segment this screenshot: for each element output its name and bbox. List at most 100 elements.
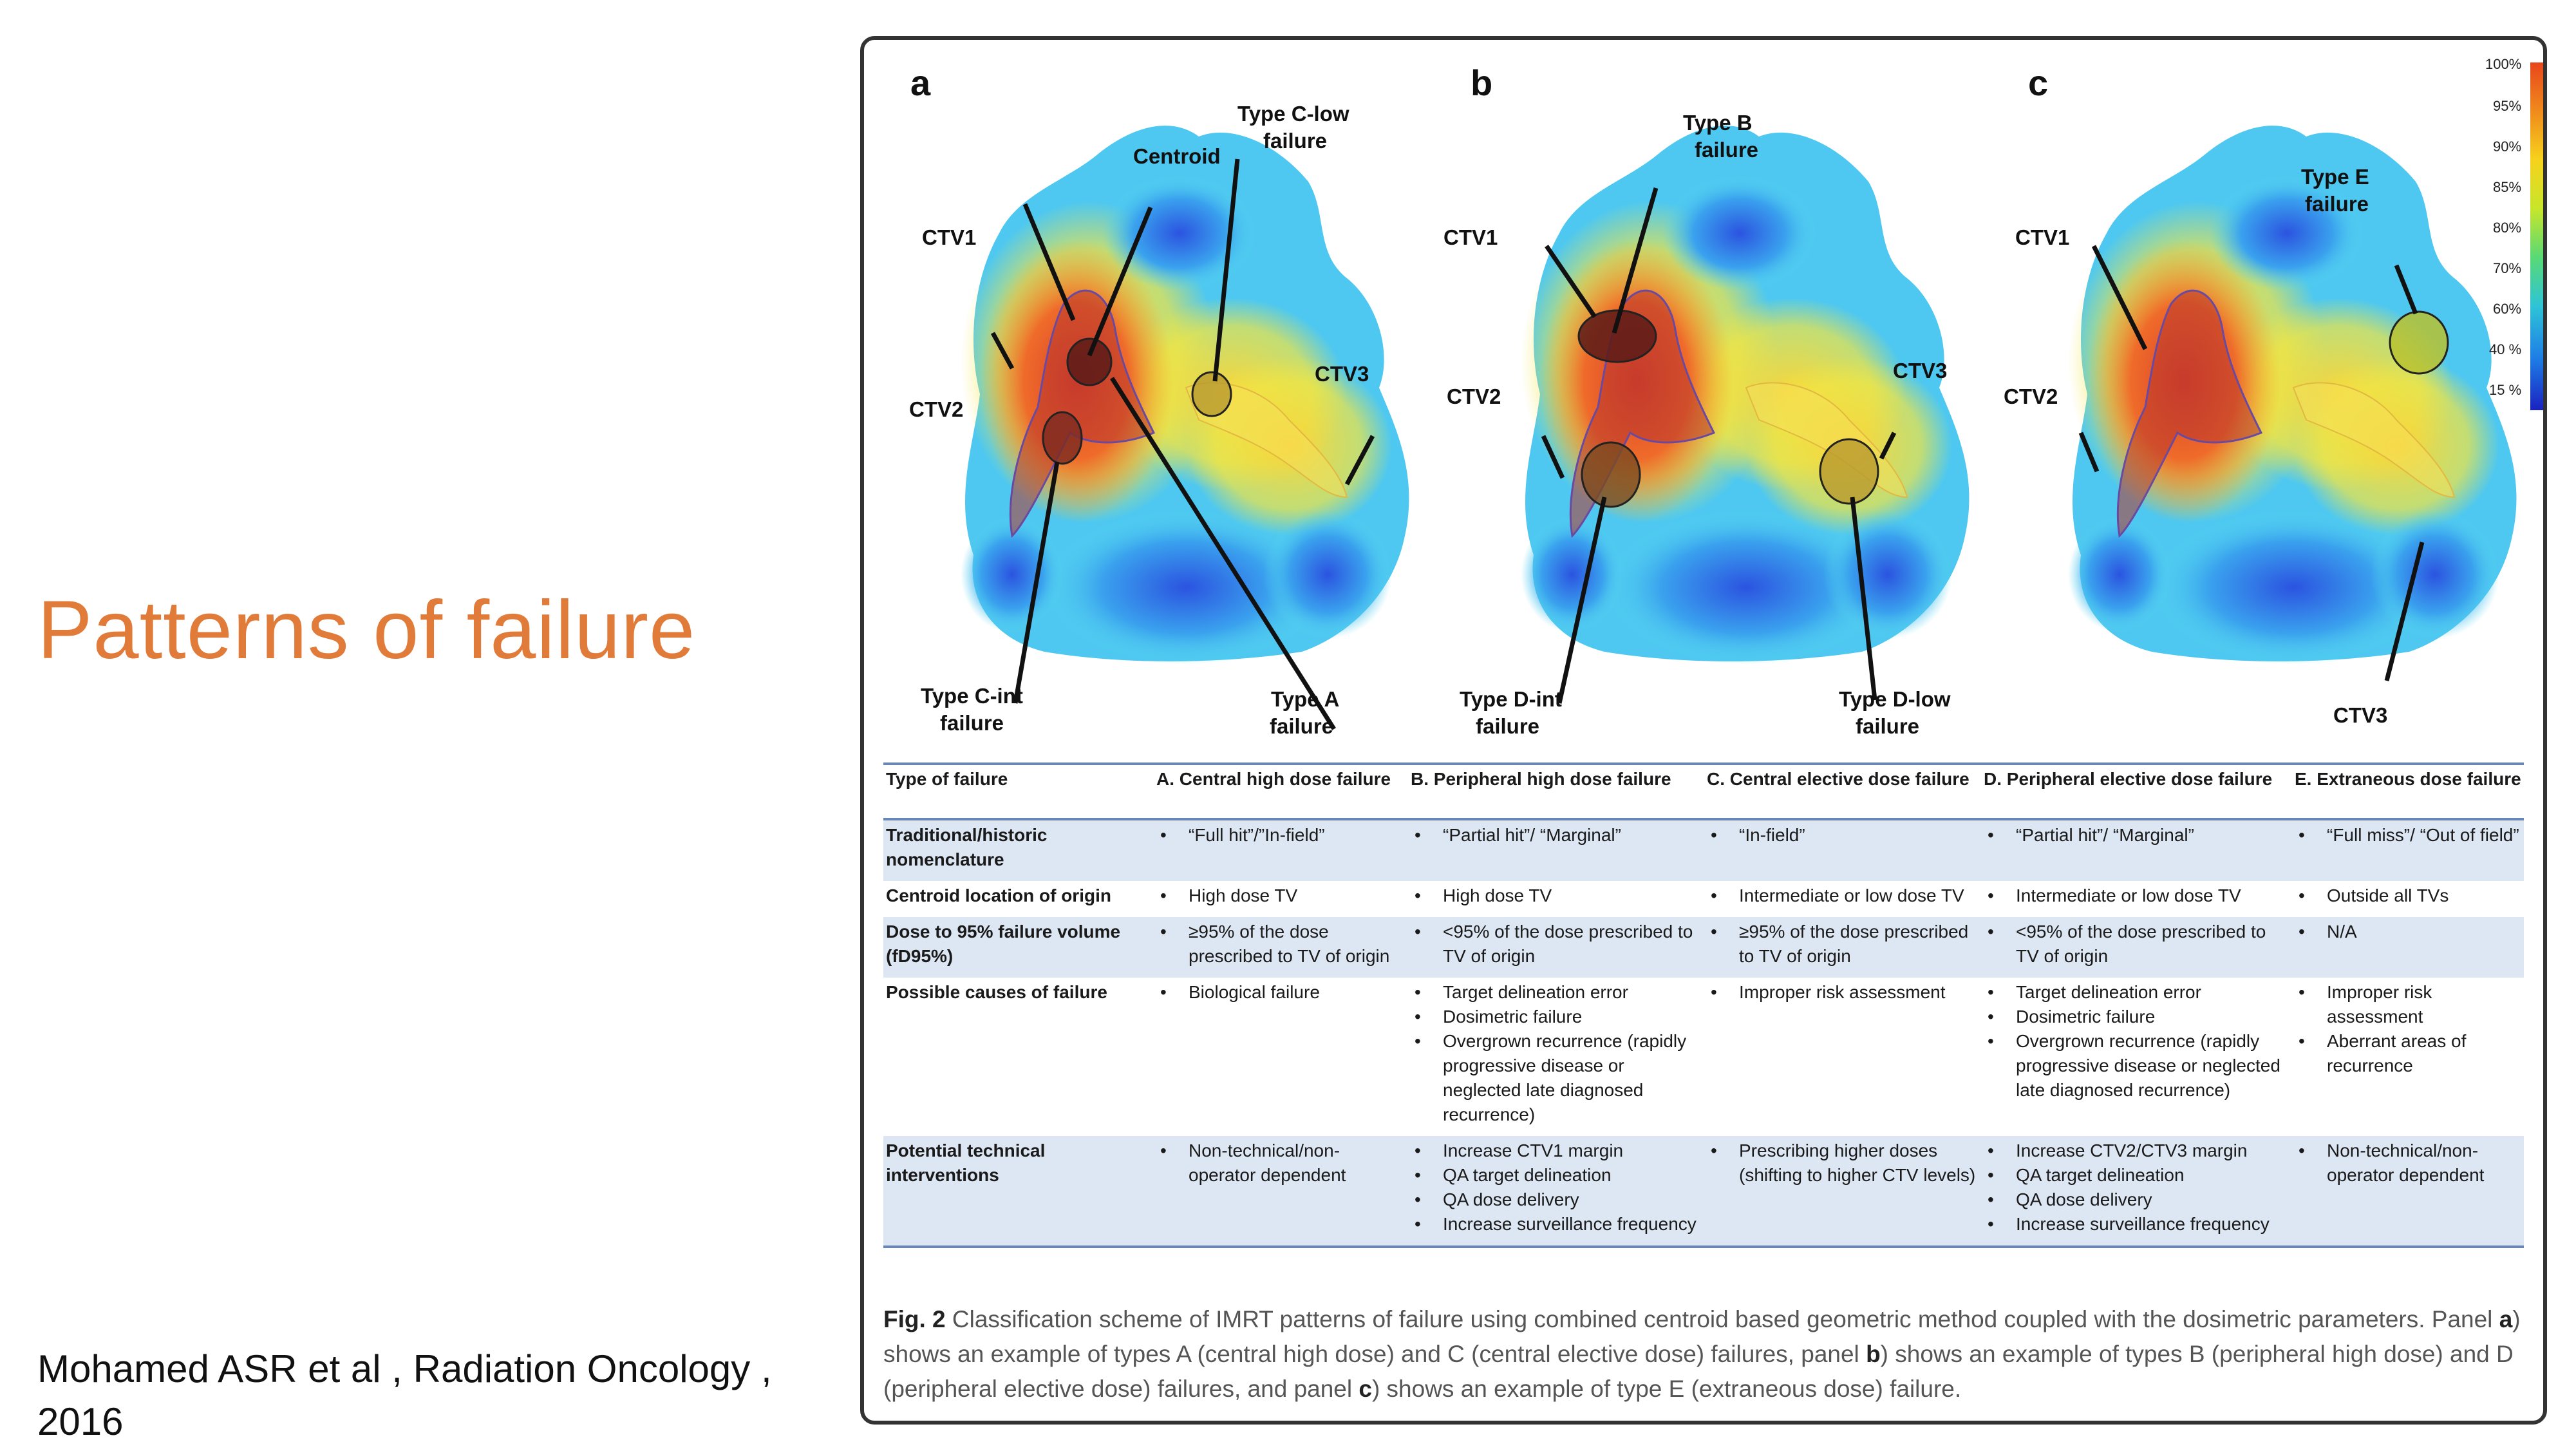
bullet-list: High dose TV [1156, 884, 1406, 908]
bullet-item: Aberrant areas of recurrence [2299, 1029, 2521, 1078]
label-ctv1-c: CTV1 [2015, 225, 2069, 249]
table-cell: Improper risk assessment [1704, 978, 1981, 1136]
table-cell: “Full miss”/ “Out of field” [2292, 819, 2524, 881]
bullet-item: ≥95% of the dose prescribed to TV of ori… [1160, 920, 1406, 969]
bullet-item: Prescribing higher doses (shifting to hi… [1711, 1139, 1979, 1188]
panel-b-letter: b [1471, 62, 1492, 103]
label-type-d-int-1: Type D-int [1460, 687, 1562, 711]
label-type-e-2: failure [2305, 192, 2369, 216]
bullet-list: Improper risk assessment [1707, 980, 1979, 1005]
table-header: E. Extraneous dose failure [2292, 762, 2524, 820]
label-type-d-low-1: Type D-low [1839, 687, 1951, 711]
table-cell: ≥95% of the dose prescribed to TV of ori… [1154, 917, 1408, 978]
figure-caption: Fig. 2 Classification scheme of IMRT pat… [883, 1302, 2524, 1406]
table-cell: Outside all TVs [2292, 881, 2524, 917]
bullet-item: “Partial hit”/ “Marginal” [1988, 823, 2289, 848]
label-ctv2-a: CTV2 [909, 397, 963, 421]
panel-a-letter: a [910, 62, 931, 103]
label-ctv1-b: CTV1 [1443, 225, 1498, 249]
colorbar-tick: 70% [2493, 260, 2521, 276]
table-cell: ≥95% of the dose prescribed to TV of ori… [1704, 917, 1981, 978]
panel-c-letter: c [2028, 62, 2048, 103]
bullet-list: Non-technical/non-operator dependent [1156, 1139, 1406, 1188]
bullet-list: ≥95% of the dose prescribed to TV of ori… [1707, 920, 1979, 969]
bullet-item: Non-technical/non-operator dependent [1160, 1139, 1406, 1188]
colorbar-tick: 40 % [2489, 341, 2521, 357]
label-type-c-int-1: Type C-int [921, 684, 1023, 708]
bullet-item: Intermediate or low dose TV [1711, 884, 1979, 908]
table-cell: Non-technical/non-operator dependent [2292, 1136, 2524, 1248]
bullet-item: High dose TV [1160, 884, 1406, 908]
bullet-item: Improper risk assessment [1711, 980, 1979, 1005]
bullet-list: “In-field” [1707, 823, 1979, 848]
bullet-item: “Full miss”/ “Out of field” [2299, 823, 2521, 848]
table-cell: <95% of the dose prescribed to TV of ori… [1408, 917, 1704, 978]
table-header: A. Central high dose failure [1154, 762, 1408, 820]
figure-frame: a Centroid Type C-low failure CTV1 CTV2 … [860, 36, 2547, 1425]
label-type-d-low-2: failure [1856, 714, 1919, 738]
bullet-list: Increase CTV2/CTV3 marginQA target delin… [1984, 1139, 2289, 1236]
table-row: Potential technical interventionsNon-tec… [883, 1136, 2524, 1248]
panel-c [2067, 124, 2517, 681]
bullet-item: N/A [2299, 920, 2521, 944]
bullet-list: N/A [2295, 920, 2521, 944]
bullet-item: Intermediate or low dose TV [1988, 884, 2289, 908]
bullet-item: <95% of the dose prescribed to TV of ori… [1415, 920, 1702, 969]
bullet-item: Increase CTV2/CTV3 margin [1988, 1139, 2289, 1163]
bullet-item: Outside all TVs [2299, 884, 2521, 908]
bullet-item: Increase surveillance frequency [1415, 1212, 1702, 1236]
bullet-item: <95% of the dose prescribed to TV of ori… [1988, 920, 2289, 969]
bullet-item: Dosimetric failure [1415, 1005, 1702, 1029]
bullet-list: “Partial hit”/ “Marginal” [1984, 823, 2289, 848]
colorbar-tick: 80% [2493, 220, 2521, 236]
bullet-list: Biological failure [1156, 980, 1406, 1005]
label-type-e-1: Type E [2301, 165, 2369, 189]
bullet-item: Increase surveillance frequency [1988, 1212, 2289, 1236]
table-cell: Biological failure [1154, 978, 1408, 1136]
colorbar-gradient [2530, 62, 2543, 410]
table-header: D. Peripheral elective dose failure [1981, 762, 2292, 820]
bullet-item: Dosimetric failure [1988, 1005, 2289, 1029]
bullet-item: Increase CTV1 margin [1415, 1139, 1702, 1163]
bullet-list: Target delineation errorDosimetric failu… [1984, 980, 2289, 1103]
caption-text: ) shows an example of type E (extraneous… [1371, 1376, 1962, 1402]
label-type-d-int-2: failure [1476, 714, 1539, 738]
bullet-list: <95% of the dose prescribed to TV of ori… [1984, 920, 2289, 969]
bullet-list: Intermediate or low dose TV [1984, 884, 2289, 908]
bullet-item: QA target delineation [1988, 1163, 2289, 1188]
bullet-item: Biological failure [1160, 980, 1406, 1005]
table-row-label: Dose to 95% failure volume (fD95%) [883, 917, 1154, 978]
table-row-label: Possible causes of failure [886, 982, 1107, 1002]
bullet-item: Non-technical/non-operator dependent [2299, 1139, 2521, 1188]
label-ctv2-b: CTV2 [1447, 384, 1501, 408]
label-ctv3-a: CTV3 [1315, 362, 1369, 386]
label-type-c-int-2: failure [940, 711, 1004, 735]
label-type-a-2: failure [1270, 714, 1333, 738]
bullet-list: Outside all TVs [2295, 884, 2521, 908]
table-cell: “In-field” [1704, 819, 1981, 881]
colorbar-tick: 15 % [2489, 382, 2521, 398]
caption-text: ) shows an example of types B (periphera… [883, 1341, 2514, 1402]
colorbar-tick: 100% [2485, 56, 2521, 72]
table-cell: Target delineation errorDosimetric failu… [1981, 978, 2292, 1136]
table-header: Type of failure [883, 762, 1154, 820]
bullet-list: Prescribing higher doses (shifting to hi… [1707, 1139, 1979, 1188]
label-ctv1-a: CTV1 [922, 225, 976, 249]
colorbar: 100% 95% 90% 85% 80% 70% 60% 40 % 15 % [2485, 56, 2543, 410]
bullet-list: “Partial hit”/ “Marginal” [1411, 823, 1702, 848]
bullet-item: Target delineation error [1415, 980, 1702, 1005]
table-cell: <95% of the dose prescribed to TV of ori… [1981, 917, 2292, 978]
bullet-item: “Partial hit”/ “Marginal” [1415, 823, 1702, 848]
colorbar-tick: 60% [2493, 301, 2521, 317]
table-cell: Intermediate or low dose TV [1981, 881, 2292, 917]
table-row: Possible causes of failure Biological fai… [883, 978, 2524, 1136]
bullet-list: Target delineation errorDosimetric failu… [1411, 980, 1702, 1127]
caption-fig-label: Fig. 2 [883, 1306, 946, 1332]
bullet-list: ≥95% of the dose prescribed to TV of ori… [1156, 920, 1406, 969]
dose-heatmaps: a Centroid Type C-low failure CTV1 CTV2 … [909, 56, 2543, 738]
bullet-item: Improper risk assessment [2299, 980, 2521, 1029]
label-ctv3-b: CTV3 [1893, 359, 1947, 383]
table-cell: Target delineation errorDosimetric failu… [1408, 978, 1704, 1136]
table-row: Centroid location of origin High dose TV H… [883, 881, 2524, 917]
bullet-item: Overgrown recurrence (rapidly progressiv… [1988, 1029, 2289, 1103]
